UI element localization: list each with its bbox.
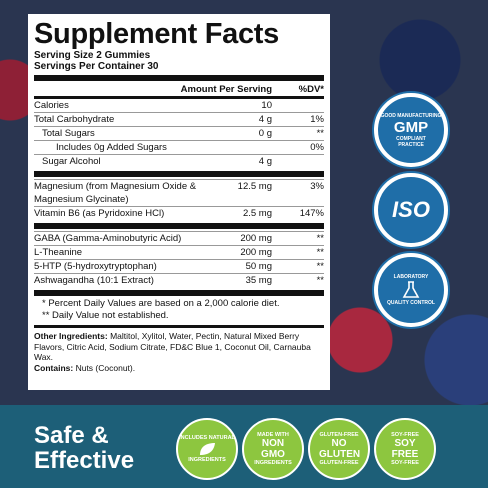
rule (34, 290, 324, 296)
badge-top: SOY-FREE (391, 432, 419, 438)
nutrient: Total Carbohydrate (34, 114, 115, 125)
badge-top: INCLUDES NATURAL (179, 435, 235, 441)
nutrient: Vitamin B6 (as Pyridoxine HCl) (34, 208, 165, 219)
green-badge: GLUTEN-FREE NO GLUTEN GLUTEN-FREE (308, 418, 370, 480)
badge-bottom: PRACTICE (398, 141, 424, 148)
badge-main: ISO (392, 197, 430, 222)
gmp-badge: GOOD MANUFACTURING GMP COMPLIANT PRACTICE (374, 93, 448, 167)
badge-bottom: GLUTEN-FREE (319, 460, 359, 466)
flask-icon (402, 281, 420, 298)
nutrient: GABA (Gamma-Aminobutyric Acid) (34, 233, 182, 244)
daily-value: 0% (310, 142, 324, 153)
iso-badge: ISO (374, 173, 448, 247)
amount: 10 (261, 100, 272, 111)
slogan-line: Safe & (34, 422, 109, 449)
daily-value (272, 155, 324, 168)
servings: Servings Per Container 30 (34, 61, 159, 72)
rule (34, 171, 324, 177)
fact-row: GABA (Gamma-Aminobutyric Acid) 200 mg ** (34, 231, 324, 245)
daily-value: ** (316, 261, 324, 272)
badge-sub: COMPLIANT (396, 135, 426, 142)
amount: 35 mg (245, 275, 272, 286)
rule (34, 223, 324, 229)
footnote: * Percent Daily Values are based on a 2,… (42, 298, 280, 309)
amount: 2.5 mg (242, 208, 272, 219)
daily-value: ** (316, 233, 324, 244)
nutrient: L-Theanine (34, 247, 83, 258)
amount: 200 mg (240, 233, 272, 244)
fact-row: Magnesium (from Magnesium Oxide & Magnes… (34, 179, 324, 206)
contains-text: Nuts (Coconut). (75, 362, 136, 373)
fact-row: 5-HTP (5-hydroxytryptophan) 50 mg ** (34, 259, 324, 273)
rule (34, 75, 324, 81)
daily-value: ** (316, 128, 324, 139)
lab-badge: LABORATORY QUALITY CONTROL (374, 253, 448, 327)
daily-value: 3% (310, 181, 324, 192)
fact-row: Ashwagandha (10:1 Extract) 35 mg ** (34, 273, 324, 287)
footnote: ** Daily Value not established. (42, 310, 169, 321)
fact-row: Total Carbohydrate 4 g 1% (34, 112, 324, 126)
other-label: Other Ingredients: (34, 331, 108, 341)
amount: 4 g (258, 156, 272, 167)
amount (202, 141, 272, 154)
nutrient: Ashwagandha (10:1 Extract) (34, 275, 154, 286)
header-dv: %DV* (298, 84, 324, 95)
amount: 12.5 mg (237, 181, 272, 192)
rows: Calories 10 Total Carbohydrate 4 g 1% Total S… (34, 96, 324, 287)
daily-value: ** (316, 247, 324, 258)
nutrient: Total Sugars (42, 128, 95, 139)
badge-top: LABORATORY (393, 274, 429, 280)
badge-main: NON GMO (261, 438, 285, 460)
daily-value: ** (316, 275, 324, 286)
amount: 0 g (258, 128, 272, 139)
amount: 50 mg (245, 261, 272, 272)
banner: Safe & Effective INCLUDES NATURAL INGREDIE… (0, 405, 488, 488)
rule (34, 325, 324, 328)
daily-value (272, 99, 324, 112)
amount: 200 mg (240, 247, 272, 258)
badge-top: GOOD MANUFACTURING (380, 112, 442, 119)
nutrient: Calories (34, 100, 69, 111)
badge-bottom: SOY-FREE (391, 460, 419, 466)
fact-row: Includes 0g Added Sugars 0% (34, 140, 324, 154)
badge-top: GLUTEN-FREE (319, 432, 359, 438)
fact-row: Vitamin B6 (as Pyridoxine HCl) 2.5 mg 147% (34, 206, 324, 220)
badge-bottom: INGREDIENTS (188, 457, 226, 463)
fact-row: Calories 10 (34, 96, 324, 112)
fact-row: Sugar Alcohol 4 g (34, 154, 324, 168)
nutrient: Magnesium (from Magnesium Oxide & Magnes… (34, 181, 197, 205)
other-ingredients: Other Ingredients: Maltitol, Xylitol, Wa… (34, 331, 324, 373)
leaf-icon (200, 443, 215, 455)
slogan: Safe & Effective (34, 423, 134, 473)
slogan-line: Effective (34, 447, 135, 474)
fact-row: L-Theanine 200 mg ** (34, 245, 324, 259)
green-badge: MADE WITH NON GMO INGREDIENTS (242, 418, 304, 480)
badge-main: GMP (393, 118, 429, 136)
daily-value: 147% (299, 208, 324, 219)
contains-label: Contains: (34, 362, 74, 373)
fact-row: Total Sugars 0 g ** (34, 126, 324, 140)
other-text: Maltitol, Xylitol, Water, Pectin, Natura… (34, 331, 311, 362)
facts-panel: Supplement Facts Serving Size 2 Gummies … (28, 14, 330, 390)
nutrient: Includes 0g Added Sugars (56, 142, 167, 153)
green-badge: SOY-FREE SOY FREE SOY-FREE (374, 418, 436, 480)
badge-bottom: QUALITY CONTROL (387, 300, 435, 306)
daily-value: 1% (310, 114, 324, 125)
amount: 4 g (258, 114, 272, 125)
header-amount: Amount Per Serving (180, 84, 272, 95)
nutrient: 5-HTP (5-hydroxytryptophan) (34, 261, 157, 272)
green-badge: INCLUDES NATURAL INGREDIENTS (176, 418, 238, 480)
serving-size: Serving Size 2 Gummies (34, 50, 151, 61)
header-row: Amount Per Serving %DV* (34, 83, 324, 96)
badge-top: MADE WITH (257, 432, 289, 438)
badge-main: SOY FREE (391, 438, 419, 460)
nutrient: Sugar Alcohol (42, 156, 101, 167)
badge-bottom: INGREDIENTS (254, 460, 292, 466)
title: Supplement Facts (34, 18, 279, 50)
badge-main: NO GLUTEN (319, 438, 361, 460)
